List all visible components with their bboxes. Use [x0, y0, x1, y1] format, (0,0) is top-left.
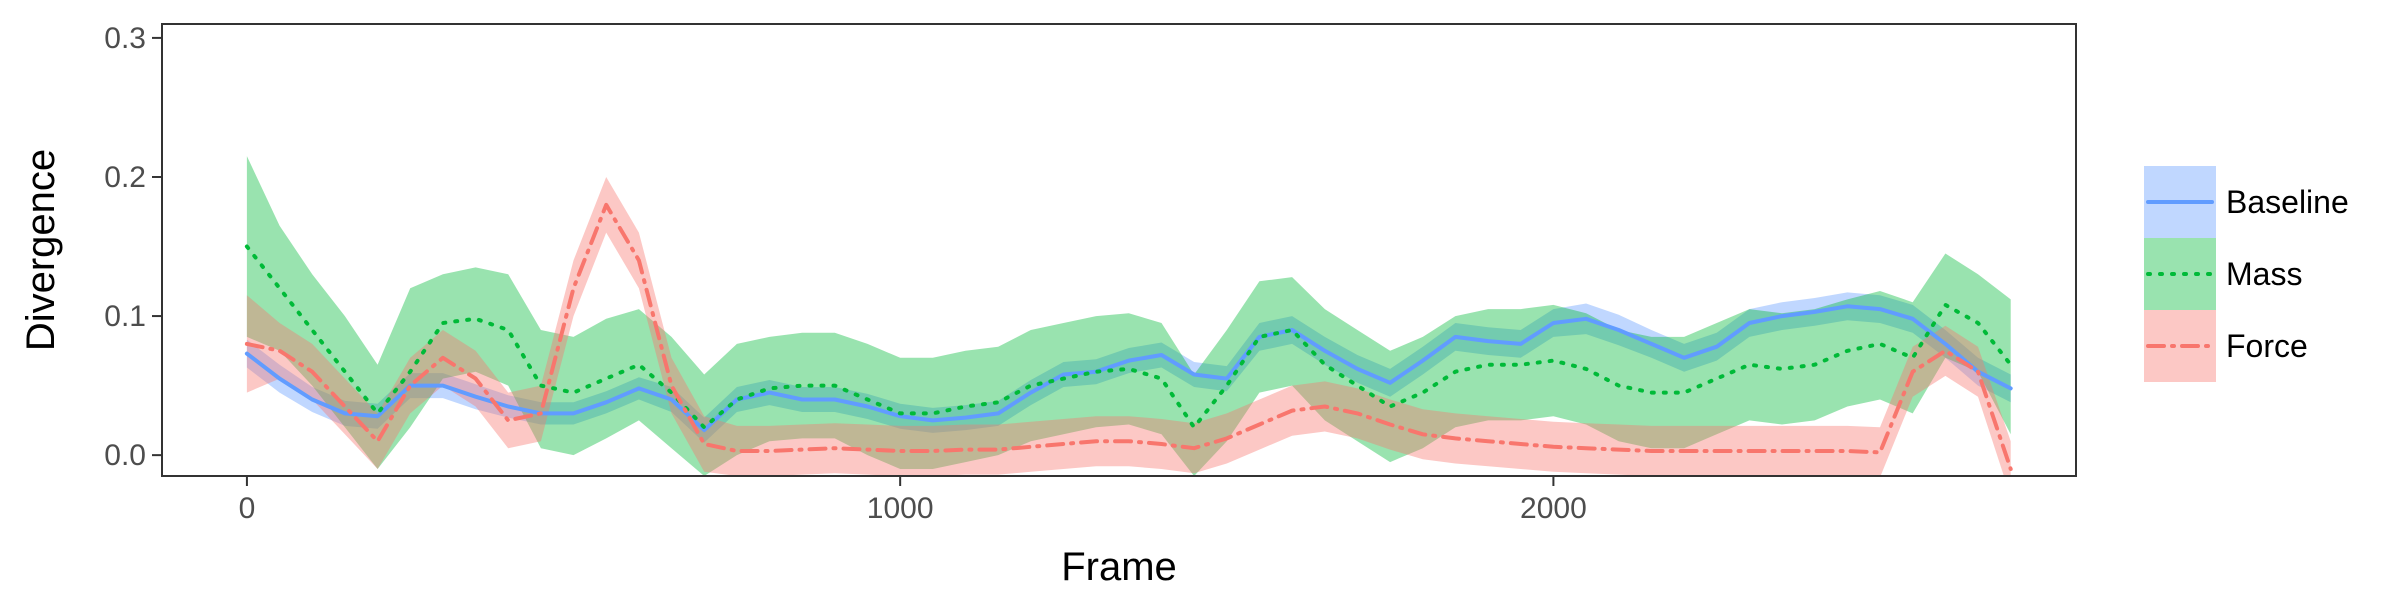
legend-label-baseline: Baseline [2226, 184, 2349, 220]
y-tick-label: 0.1 [104, 300, 146, 333]
legend-label-mass: Mass [2226, 256, 2302, 292]
y-axis: 0.0 0.1 0.2 0.3 [104, 22, 162, 472]
y-tick-label: 0.0 [104, 439, 146, 472]
x-tick-label: 0 [239, 492, 256, 525]
y-axis-title: Divergence [19, 149, 63, 351]
legend-label-force: Force [2226, 328, 2308, 364]
confidence-bands [246, 156, 2011, 476]
legend: Baseline Mass Force [2144, 166, 2349, 382]
y-tick-label: 0.3 [104, 22, 146, 55]
legend-item-mass: Mass [2144, 238, 2302, 310]
series-lines [244, 202, 2013, 471]
force-band [246, 177, 2011, 476]
plot-panel-border [161, 23, 2077, 477]
mass-line [244, 244, 2013, 430]
baseline-band [246, 292, 2011, 443]
x-tick-label: 1000 [867, 492, 934, 525]
y-tick-label: 0.2 [104, 161, 146, 194]
legend-item-baseline: Baseline [2144, 166, 2349, 238]
x-tick-label: 2000 [1520, 492, 1587, 525]
force-line [244, 202, 2013, 471]
legend-item-force: Force [2144, 310, 2308, 382]
legend-key-mass [2144, 238, 2216, 310]
mass-band [246, 156, 2011, 476]
plot-background [162, 24, 2076, 476]
x-axis: 0 1000 2000 [239, 476, 1587, 525]
x-axis-title: Frame [1061, 545, 1177, 589]
